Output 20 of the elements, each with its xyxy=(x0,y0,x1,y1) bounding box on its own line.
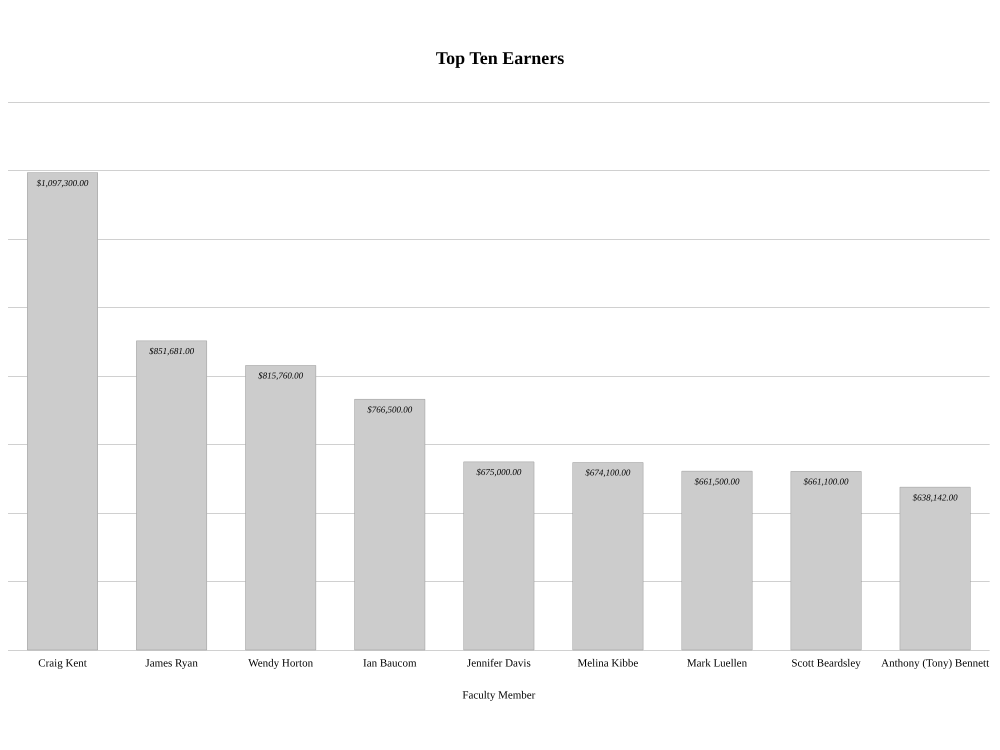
data-label: $1,097,300.00 xyxy=(36,178,89,188)
data-label: $675,000.00 xyxy=(476,467,522,478)
data-label: $638,142.00 xyxy=(912,492,958,502)
x-tick-label: Anthony (Tony) Bennett xyxy=(881,658,990,670)
chart-title: Top Ten Earners xyxy=(436,48,564,68)
x-tick-label: Craig Kent xyxy=(38,658,87,670)
data-label: $815,760.00 xyxy=(258,370,304,381)
data-label: $674,100.00 xyxy=(585,468,631,478)
x-tick-label: Melina Kibbe xyxy=(578,658,638,670)
x-axis-title: Faculty Member xyxy=(462,690,536,702)
data-label: $661,500.00 xyxy=(694,476,740,486)
x-tick-label: Wendy Horton xyxy=(248,658,314,670)
x-tick-label: Jennifer Davis xyxy=(466,658,531,670)
x-tick-label: Scott Beardsley xyxy=(791,658,862,670)
data-label: $851,681.00 xyxy=(149,346,195,356)
data-label: $661,100.00 xyxy=(804,476,850,487)
data-label: $766,500.00 xyxy=(367,404,413,414)
x-tick-label: James Ryan xyxy=(145,658,198,670)
x-tick-label: Ian Baucom xyxy=(363,658,417,670)
x-tick-label: Mark Luellen xyxy=(686,658,748,670)
